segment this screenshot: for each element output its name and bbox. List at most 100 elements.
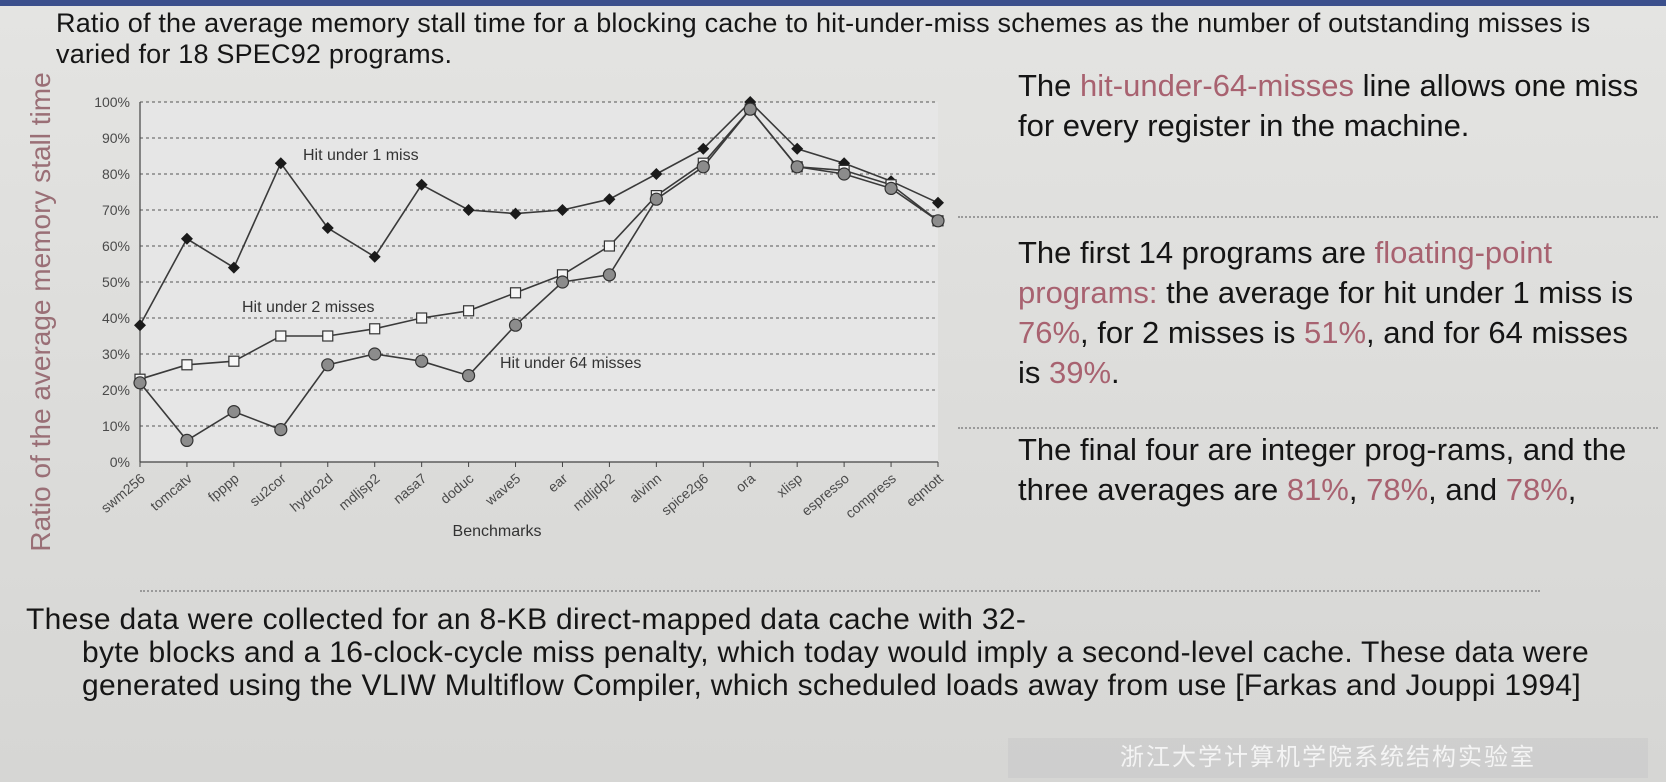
side-note-3-text-a: The final four are integer prog-rams, an… [1018,432,1627,507]
data-point-diamond [368,250,381,263]
y-tick-label: 40% [102,310,130,326]
data-point-diamond [180,232,193,245]
y-tick-label: 0% [110,454,130,470]
fp-avg-hit-1: 76% [1018,315,1081,350]
footnote-line-2: byte blocks and a 16-clock-cycle miss pe… [82,636,1590,702]
y-tick-label: 50% [102,274,130,290]
data-point-circle [743,102,757,116]
data-point-square-open [369,323,381,335]
data-point-circle [931,214,945,228]
series-label-hit-64: Hit under 64 misses [500,355,641,372]
side-note-2-text-c: , for 2 misses is [1080,315,1304,350]
side-note-1-text-a: The [1018,68,1081,103]
fp-avg-hit-64: 39% [1049,355,1112,390]
side-note-2-text-a: The first 14 programs are [1018,235,1375,270]
data-point-circle [274,423,288,437]
x-tick-label: wave5 [481,470,523,509]
side-note-2-text-d: , and for 64 misses is [1018,315,1628,390]
data-point-diamond [932,196,944,209]
x-tick-label: su2cor [246,470,289,509]
x-tick-label: alvinn [626,470,664,506]
data-point-circle [368,347,382,361]
data-point-circle [837,167,851,181]
slide-caption: Ratio of the average memory stall time f… [56,8,1591,69]
x-tick-label: tomcatv [147,470,195,514]
int-avg-hit-1: 81% [1286,472,1349,507]
data-point-square-open [462,305,475,317]
slide-footnote: These data were collected for an 8-KB di… [26,603,1626,702]
x-tick-label: swm256 [98,470,148,516]
data-point-square-open [181,359,193,371]
x-tick-label: mdljdp2 [569,470,617,514]
y-tick-label: 60% [102,238,130,254]
chart-series-markers [133,96,945,447]
data-point-diamond [509,207,522,220]
side-note-3-sep-2: , and [1428,472,1506,507]
side-note-2-text-b: the average for hit under 1 miss is [1157,275,1634,310]
fp-avg-hit-2: 51% [1303,315,1367,350]
side-separator-2 [958,427,1658,429]
data-point-circle [649,192,663,206]
data-point-square-open [509,287,522,299]
data-point-diamond [274,157,287,170]
data-point-diamond [227,261,240,274]
data-point-square-open [275,330,287,342]
x-tick-label: fpppp [205,470,242,505]
side-separator-1 [958,216,1658,218]
side-note-integer: The final four are integer prog-rams, an… [1018,430,1658,510]
data-point-square-open [322,330,334,342]
series-label-hit-1: Hit under 1 miss [303,147,419,164]
stall-time-line-chart: 0% 10% 20% 30% 40% 50% 60% 70% 80% 90% 100% swm256… [94,94,946,540]
side-note-1-text-b: line allows one miss for every register … [1018,68,1639,143]
y-tick-label: 30% [102,346,130,362]
data-point-circle [180,433,194,447]
series-line-3 [139,107,939,442]
y-tick-label: 100% [94,94,130,110]
data-point-circle [790,160,804,174]
data-point-square-open [228,355,240,367]
x-tick-label: ora [732,470,758,495]
data-point-circle [555,275,570,289]
data-point-diamond [697,142,710,155]
data-point-circle [321,358,335,372]
data-point-diamond [556,204,569,216]
side-note-1-highlight: hit-under-64-misses [1080,68,1354,103]
data-point-circle [696,160,710,174]
data-point-circle [461,369,476,383]
x-tick-label: hydro2d [287,470,336,515]
data-point-circle [884,181,898,196]
int-avg-hit-2: 78% [1366,472,1429,507]
data-point-circle [602,268,617,282]
chart-y-axis-title: Ratio of the average memory stall time [25,72,56,552]
side-note-3-sep-1: , [1348,472,1367,507]
x-tick-label: xlisp [773,470,805,500]
data-point-circle [133,376,147,390]
series-line-1 [139,100,939,326]
data-point-diamond [321,222,334,234]
side-note-hit-under-64: The hit-under-64-misses line allows one … [1018,66,1658,146]
x-tick-label: doduc [437,470,477,507]
x-tick-label: eqntott [903,470,946,510]
data-point-square-open [603,240,616,252]
data-point-diamond [603,193,616,206]
data-point-diamond [462,204,475,216]
data-point-diamond [134,319,146,332]
int-avg-hit-64: 78% [1505,472,1568,507]
series-label-hit-2: Hit under 2 misses [242,299,375,316]
data-point-circle [415,354,429,368]
y-tick-label: 10% [102,418,130,434]
x-tick-label: spice2g6 [658,470,711,518]
x-tick-label: ear [545,470,571,495]
data-point-diamond [415,178,428,191]
chart-series-lines [139,100,939,442]
side-note-2-text-e: . [1111,355,1120,390]
x-tick-label: mdljsp2 [335,470,382,513]
data-point-square-open [416,312,428,324]
y-tick-label: 90% [102,130,130,146]
side-note-2-highlight: floating-point programs: [1018,235,1553,310]
data-point-diamond [791,142,804,155]
x-tick-label: nasa7 [390,470,430,507]
y-tick-label: 70% [102,202,130,218]
watermark-banner: 浙江大学计算机学院系统结构实验室 [1008,738,1648,778]
